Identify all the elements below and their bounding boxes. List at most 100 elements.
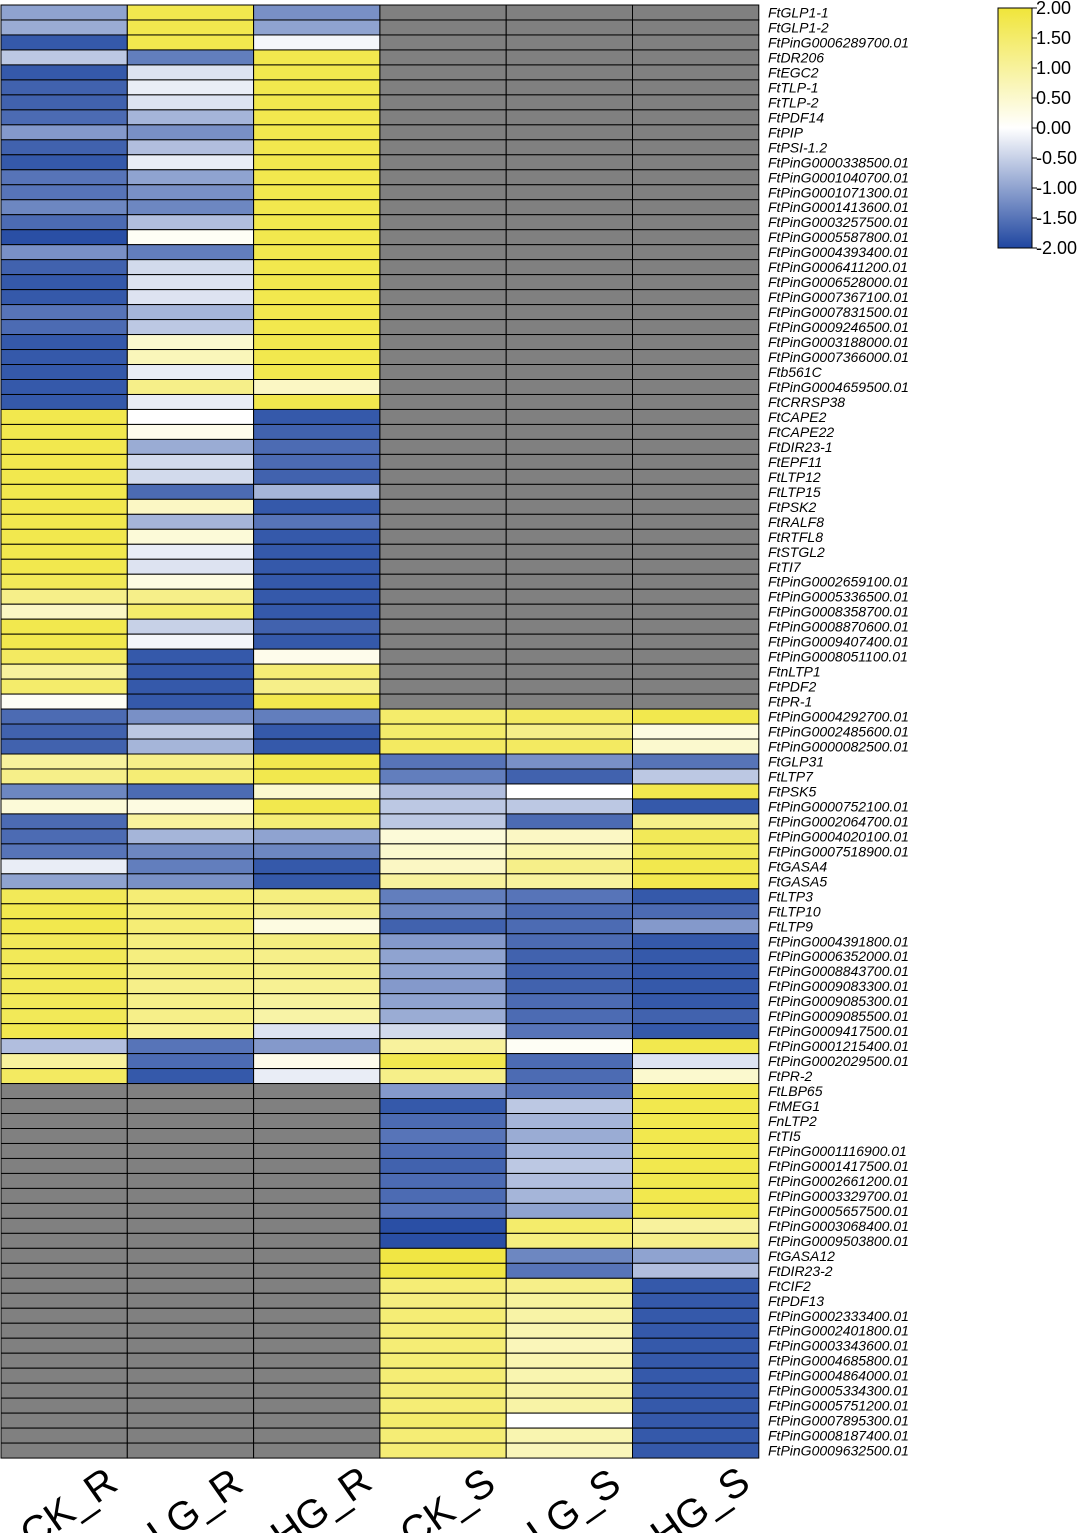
heatmap-cell — [253, 94, 381, 111]
heatmap-cell — [632, 319, 760, 336]
colorbar-tick-label: 2.00 — [1036, 0, 1071, 18]
heatmap-cell — [632, 1023, 760, 1040]
gene-label: FtDIR23-1 — [768, 439, 833, 455]
heatmap-cell — [505, 753, 634, 770]
heatmap-cell — [505, 1217, 634, 1234]
heatmap-cell — [0, 1038, 128, 1055]
heatmap-cell — [379, 1307, 507, 1324]
heatmap-cell — [253, 858, 381, 875]
heatmap-cell — [126, 1427, 255, 1444]
heatmap-cell — [0, 1307, 128, 1324]
heatmap-cell — [379, 738, 507, 755]
heatmap-cell — [0, 663, 128, 680]
heatmap-cell — [379, 1397, 507, 1414]
heatmap-cell — [253, 1157, 381, 1174]
heatmap-cell — [505, 1412, 634, 1429]
heatmap-cell — [632, 304, 760, 321]
heatmap-cell — [253, 64, 381, 81]
gene-label: FtCAPE22 — [768, 424, 834, 440]
heatmap-cell — [126, 1172, 255, 1189]
heatmap-cell — [505, 1307, 634, 1324]
heatmap-cell — [505, 693, 634, 710]
gene-label: FtTLP-2 — [768, 94, 819, 110]
heatmap-cell — [0, 109, 128, 126]
gene-label: Ftb561C — [768, 364, 823, 380]
heatmap-cell — [0, 289, 128, 306]
heatmap-cell — [0, 379, 128, 395]
heatmap-cell — [505, 873, 634, 890]
gene-label: FtEPF11 — [768, 454, 822, 470]
heatmap-cell — [379, 304, 507, 321]
heatmap-cell — [0, 1232, 128, 1249]
heatmap-cell — [126, 483, 255, 500]
heatmap-cell — [505, 573, 634, 590]
heatmap-cell — [253, 259, 381, 276]
gene-label: FtPinG0002661200.01 — [768, 1173, 909, 1189]
heatmap-cell — [632, 438, 760, 455]
heatmap-cell — [379, 798, 507, 815]
gene-label: FtGLP1-2 — [768, 19, 829, 35]
heatmap-cell — [0, 858, 128, 875]
heatmap-cell — [505, 1068, 634, 1085]
gene-label: FtPinG0004391800.01 — [768, 933, 909, 949]
heatmap-cell — [0, 438, 128, 455]
heatmap-cell — [632, 948, 760, 965]
heatmap-cell — [379, 1412, 507, 1429]
gene-label: FtLTP3 — [768, 888, 813, 904]
heatmap-cell — [505, 94, 634, 111]
heatmap-cell — [632, 978, 760, 995]
heatmap-cell — [505, 483, 634, 500]
heatmap-cell — [253, 1023, 381, 1040]
heatmap-cell — [0, 678, 128, 695]
heatmap-cell — [379, 124, 507, 141]
heatmap-cell — [253, 364, 381, 380]
heatmap-cell — [379, 1098, 507, 1115]
heatmap-cell — [379, 1202, 507, 1219]
heatmap-cell — [632, 603, 760, 620]
gene-label: FtPinG0001040700.01 — [768, 169, 909, 185]
heatmap-cell — [126, 918, 255, 935]
gene-label: FtGASA12 — [768, 1248, 835, 1264]
heatmap-cell — [632, 903, 760, 920]
heatmap-cell — [379, 528, 507, 545]
heatmap-cell — [126, 1292, 255, 1309]
heatmap-cell — [632, 244, 760, 261]
heatmap-cell — [632, 468, 760, 485]
heatmap-cell — [505, 543, 634, 560]
gene-label: FtPSI-1.2 — [768, 139, 827, 155]
colorbar-tick-label: 1.00 — [1036, 58, 1071, 78]
heatmap-cell — [379, 918, 507, 935]
heatmap-cell — [0, 1292, 128, 1309]
heatmap-cell — [379, 379, 507, 395]
heatmap-cell — [0, 139, 128, 156]
gene-label: FtPinG0008051100.01 — [768, 649, 908, 665]
heatmap-cell — [505, 49, 634, 66]
heatmap-cell — [505, 1113, 634, 1130]
heatmap-cell — [0, 19, 128, 36]
heatmap-cell — [126, 858, 255, 875]
heatmap-cell — [126, 1217, 255, 1234]
heatmap-cell — [379, 274, 507, 291]
heatmap-cell — [126, 19, 255, 36]
heatmap-cell — [505, 963, 634, 980]
heatmap-cell — [505, 798, 634, 815]
heatmap-cell — [379, 154, 507, 171]
heatmap-cell — [126, 364, 255, 380]
heatmap-cell — [505, 1098, 634, 1115]
heatmap-cell — [632, 678, 760, 695]
heatmap-cell — [0, 693, 128, 710]
heatmap-cell — [0, 558, 128, 575]
heatmap-cell — [126, 933, 255, 950]
heatmap-cell — [379, 19, 507, 36]
column-label: HG_R — [263, 1458, 379, 1533]
heatmap-cell — [632, 1202, 760, 1219]
heatmap-cell — [505, 393, 634, 410]
heatmap-cell — [505, 214, 634, 231]
heatmap-cell — [253, 1292, 381, 1309]
heatmap-cell — [632, 124, 760, 141]
column-label: HG_S — [643, 1459, 757, 1533]
heatmap-cell — [379, 1352, 507, 1369]
heatmap-cell — [0, 1053, 128, 1070]
heatmap-cell — [126, 888, 255, 905]
gene-label: FtDIR23-2 — [768, 1263, 833, 1279]
